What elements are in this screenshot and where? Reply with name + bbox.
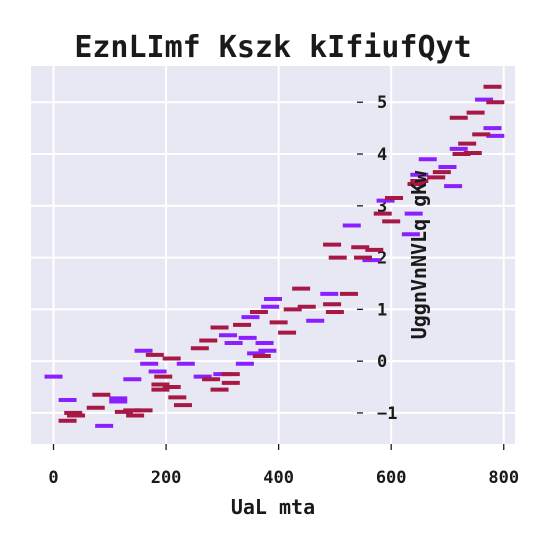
y-tick-label: 5	[377, 93, 387, 113]
data-marks	[44, 84, 505, 428]
y-tick-label: 2	[377, 249, 387, 269]
plot-area	[31, 66, 515, 444]
y-tick-label: 3	[377, 197, 387, 217]
x-axis: 0 200 400 600 800	[48, 444, 519, 488]
x-tick-label: 800	[488, 468, 519, 488]
x-tick-label: 400	[263, 468, 294, 488]
y-axis-label: UggnVnNVLq gKw	[407, 170, 431, 340]
y-tick-label: −1	[377, 404, 397, 424]
x-tick-label: 600	[376, 468, 407, 488]
y-tick-label: 0	[377, 352, 387, 372]
x-axis-label: UaL mta	[231, 495, 315, 519]
x-tick-label: 0	[48, 468, 58, 488]
y-tick-label: 4	[377, 145, 387, 165]
x-tick-label: 200	[151, 468, 182, 488]
y-tick-label: 1	[377, 300, 387, 320]
grid	[31, 66, 515, 444]
chart-title: EznLImf Kszk kIfiufQyt	[74, 30, 471, 65]
